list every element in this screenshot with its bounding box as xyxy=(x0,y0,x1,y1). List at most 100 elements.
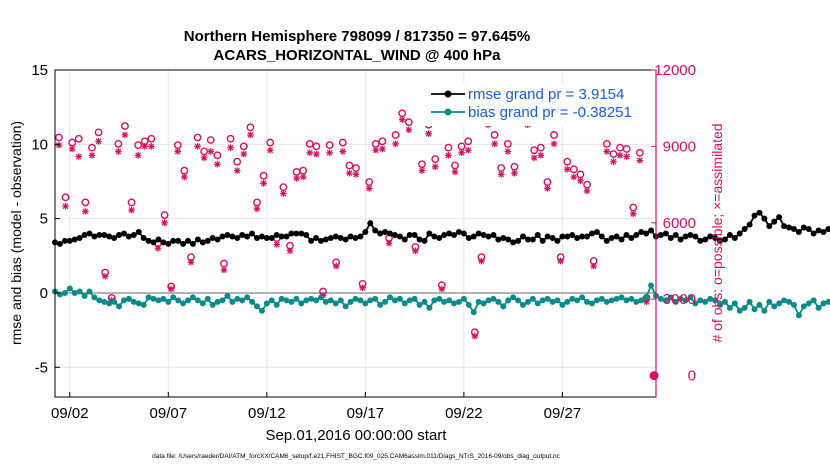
rmse-point xyxy=(584,233,591,240)
obs-assimilated-stroke xyxy=(306,149,313,156)
bias-point xyxy=(253,303,260,310)
rmse-point xyxy=(298,230,305,237)
bias-point xyxy=(303,297,310,304)
rmse-point xyxy=(170,237,177,244)
bias-point xyxy=(165,298,172,305)
bias-point xyxy=(431,297,438,304)
obs-assimilated-marker xyxy=(478,257,485,265)
bias-point xyxy=(61,289,68,296)
rmse-point xyxy=(721,236,728,243)
obs-possible-marker xyxy=(563,157,572,166)
rmse-point xyxy=(786,224,793,231)
obs-assimilated-marker xyxy=(55,141,63,149)
bias-point xyxy=(544,295,551,302)
bias-point xyxy=(160,295,167,302)
obs-assimilated-stroke xyxy=(452,168,458,175)
bias-point xyxy=(411,295,418,302)
obs-assimilated-stroke xyxy=(623,153,630,160)
rmse-point xyxy=(239,231,246,238)
rmse-point xyxy=(667,234,674,241)
bias-point xyxy=(593,297,600,304)
obs-assimilated-stroke xyxy=(141,143,148,150)
rmse-point xyxy=(761,215,768,222)
obs-assimilated-marker xyxy=(359,284,366,292)
obs-assimilated-stroke xyxy=(471,333,478,340)
obs-assimilated-stroke xyxy=(82,208,89,215)
rmse-point xyxy=(470,233,477,240)
obs-assimilated-marker xyxy=(464,146,472,154)
obs-possible-marker xyxy=(602,139,611,148)
rmse-point xyxy=(672,231,679,238)
bias-point xyxy=(367,297,374,304)
y-axis-label-left: rmse and bias (model - observation) xyxy=(8,121,24,345)
obs-possible-marker xyxy=(543,178,552,186)
rmse-point xyxy=(362,229,369,236)
obs-assimilated-stroke xyxy=(69,146,76,152)
legend-label-bias: bias grand pr = -0.38251 xyxy=(468,104,632,121)
bias-point xyxy=(347,298,354,305)
rmse-point xyxy=(386,230,393,237)
obs-assimilated-marker xyxy=(247,131,254,139)
obs-assimilated-stroke xyxy=(267,147,274,154)
rmse-point xyxy=(544,233,551,240)
rmse-point xyxy=(416,236,423,243)
obs-possible-marker xyxy=(616,143,624,152)
obs-possible-marker xyxy=(305,139,314,148)
bias-point xyxy=(421,298,428,305)
obs-possible-marker xyxy=(147,134,156,143)
obs-assimilated-stroke xyxy=(339,148,346,155)
obs-assimilated-stroke xyxy=(168,286,175,292)
rmse-point xyxy=(406,231,413,238)
rmse-point xyxy=(101,231,108,238)
obs-assimilated-stroke xyxy=(56,142,62,149)
bias-point xyxy=(717,301,724,308)
x-tick-label: 09/22 xyxy=(445,405,483,422)
obs-possible-marker xyxy=(365,178,374,186)
obs-assimilated-stroke xyxy=(419,167,425,174)
obs-possible-marker xyxy=(180,166,189,175)
rmse-point xyxy=(574,234,581,241)
bias-point xyxy=(283,297,290,304)
bias-point xyxy=(71,289,78,296)
obs-assimilated-stroke xyxy=(122,132,128,138)
obs-possible-marker xyxy=(88,143,96,152)
obs-assimilated-marker xyxy=(511,169,518,177)
bias-point xyxy=(125,295,132,302)
obs-assimilated-marker xyxy=(194,143,201,150)
rmse-point xyxy=(751,212,758,219)
obs-assimilated-marker xyxy=(88,152,96,159)
obs-assimilated-marker xyxy=(266,146,274,154)
obs-possible-marker xyxy=(391,131,400,139)
rmse-point xyxy=(382,229,389,236)
obs-assimilated-marker xyxy=(418,167,426,174)
bias-point xyxy=(475,298,482,305)
rmse-point xyxy=(194,236,201,243)
bias-point xyxy=(574,297,581,304)
obs-possible-marker xyxy=(444,143,453,152)
rmse-point xyxy=(485,233,492,240)
bias-point xyxy=(539,297,546,304)
bias-point xyxy=(180,300,187,307)
bias-point xyxy=(490,295,497,302)
rmse-point xyxy=(322,236,329,243)
rmse-point xyxy=(140,234,147,241)
rmse-point xyxy=(263,234,270,241)
rmse-point xyxy=(524,236,531,243)
obs-assimilated-stroke xyxy=(412,247,419,254)
bias-point xyxy=(199,300,206,307)
rmse-point xyxy=(500,234,507,241)
x-tick-label: 09/27 xyxy=(544,405,582,422)
bias-point xyxy=(273,301,280,308)
obs-assimilated-marker xyxy=(352,171,360,178)
legend-swatch-marker-bias xyxy=(444,108,452,116)
obs-assimilated-marker xyxy=(240,150,248,158)
bias-point xyxy=(391,297,398,304)
obs-possible-marker xyxy=(629,203,638,212)
rmse-point xyxy=(278,233,285,240)
obs-assimilated-marker xyxy=(68,145,76,153)
obs-assimilated-stroke xyxy=(425,130,432,137)
obs-possible-marker xyxy=(279,183,288,192)
rmse-point xyxy=(327,234,334,241)
obs-possible-marker xyxy=(536,143,545,152)
